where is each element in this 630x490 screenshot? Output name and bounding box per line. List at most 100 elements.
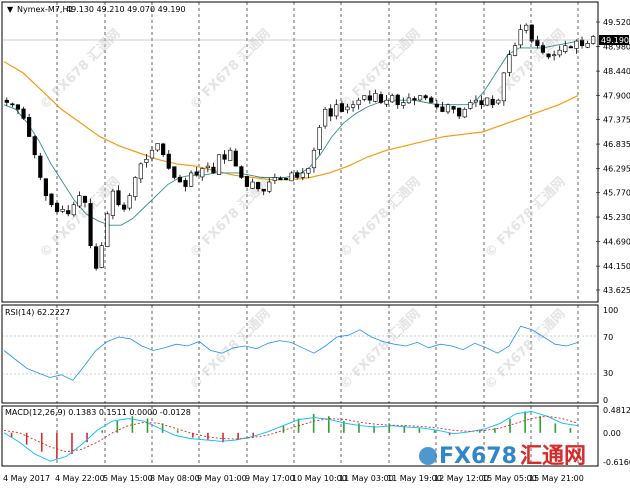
candle-body (501, 72, 506, 102)
watermark-text: © FX678 汇通网 (37, 174, 124, 261)
candle-body (149, 149, 155, 159)
candle-body (585, 43, 590, 48)
macd-line (3, 411, 579, 462)
price-axis-label: 46.295 (603, 165, 630, 174)
candle-body (32, 136, 37, 156)
candle-body (10, 103, 15, 106)
rsi-axis-label: 70 (603, 333, 613, 342)
candle-body (211, 166, 216, 174)
vertical-grid (56, 2, 579, 466)
price-axis-label: 48.980 (603, 43, 630, 52)
price-axis-label: 48.440 (603, 67, 630, 76)
candle-body (283, 178, 289, 181)
candle-body (244, 176, 250, 187)
time-axis-label: 5 May 15:00 (103, 474, 153, 483)
candle-body (256, 182, 261, 190)
candle-body (323, 108, 328, 127)
watermark-text: © FX678 汇通网 (337, 174, 424, 261)
watermark-text: © FX678 汇通网 (482, 174, 569, 261)
time-axis-label: 12 May 12:00 (434, 474, 489, 483)
candle-body (412, 98, 417, 101)
candle-body (535, 39, 540, 46)
price-axis: 49.520 48.980 48.440 47.900 47.375 46.835 46.2… (596, 18, 630, 295)
candle-body (557, 49, 562, 56)
candle-body (239, 166, 244, 178)
time-axis: 4 May 2017 4 May 22:005 May 15:008 May 08… (3, 474, 584, 483)
price-panel[interactable] (1, 1, 599, 303)
brand-logo-main: FX678 (439, 444, 517, 469)
signal-path (3, 415, 579, 453)
candle-body (161, 143, 166, 156)
time-axis-label: 9 May 17:00 (245, 474, 295, 483)
macd-axis-label: 0.00 (603, 429, 621, 438)
candle-body (272, 177, 277, 181)
candle-body (457, 107, 462, 117)
candle-body (496, 99, 501, 104)
candle-body (71, 204, 76, 216)
candle-body (490, 98, 495, 106)
candle-body (77, 195, 82, 207)
macd-title: MACD(12,26,9) 0.1383 0.1511 0.0000 -0.01… (5, 408, 191, 417)
candle-body (423, 95, 428, 99)
macd-signal-line (3, 415, 579, 453)
candle-body (138, 163, 143, 180)
candle-body (189, 172, 194, 187)
candle-body (38, 155, 43, 178)
time-axis-label: 4 May 2017 (3, 474, 50, 483)
candle-body (306, 168, 311, 174)
price-axis-label: 43.625 (603, 286, 630, 295)
header-arrow-icon[interactable]: ▼ (7, 5, 14, 14)
candle-body (378, 94, 384, 103)
watermark-text: © FX678 汇通网 (187, 174, 274, 261)
candle-body (49, 193, 54, 206)
candle-body (546, 53, 551, 58)
candle-body (451, 106, 456, 110)
candle-body (300, 172, 305, 178)
candle-body (479, 100, 484, 106)
candle-body (250, 181, 255, 189)
candle-body (579, 39, 585, 46)
price-axis-label: 46.835 (603, 140, 630, 149)
candle-body (445, 104, 451, 113)
time-axis-label: 15 May 05:00 (482, 474, 537, 483)
candle-body (177, 176, 183, 183)
watermark-text: © FX678 汇通网 (482, 306, 569, 393)
candle-body (27, 117, 32, 137)
candle-body (356, 99, 361, 106)
candle-body (552, 54, 557, 57)
candle-body (278, 178, 283, 181)
candle-body (216, 154, 222, 175)
rsi-line (3, 325, 579, 381)
candlestick-series (4, 23, 596, 271)
candle-body (473, 99, 479, 103)
candle-body (434, 103, 439, 108)
rsi-panel[interactable] (1, 304, 599, 404)
candle-body (524, 24, 529, 31)
macd-axis: 0.4812 0.00 -0.6166 (603, 406, 630, 467)
rsi-title: RSI(14) 62.2227 (5, 308, 70, 317)
candle-body (116, 190, 121, 206)
candle-body (183, 179, 188, 187)
rsi-axis-label: 100 (603, 306, 618, 315)
brand-logo-icon (419, 447, 437, 465)
candle-body (529, 24, 534, 42)
candle-body (568, 46, 573, 49)
price-axis-label: 45.770 (603, 188, 630, 197)
candle-body (563, 45, 568, 52)
candle-body (362, 95, 367, 100)
candle-body (4, 99, 9, 103)
rsi-axis: 100 70 30 0 (603, 306, 618, 405)
macd-panel[interactable] (1, 405, 599, 467)
candle-body (373, 93, 378, 102)
candle-body (339, 103, 344, 112)
time-axis-label: 15 May 21:00 (529, 474, 584, 483)
candle-body (261, 188, 266, 192)
candle-body (328, 108, 333, 117)
price-axis-label: 45.230 (603, 213, 630, 222)
candle-body (105, 213, 110, 247)
candle-body (155, 143, 160, 151)
candle-body (99, 245, 104, 268)
candle-body (417, 95, 423, 101)
